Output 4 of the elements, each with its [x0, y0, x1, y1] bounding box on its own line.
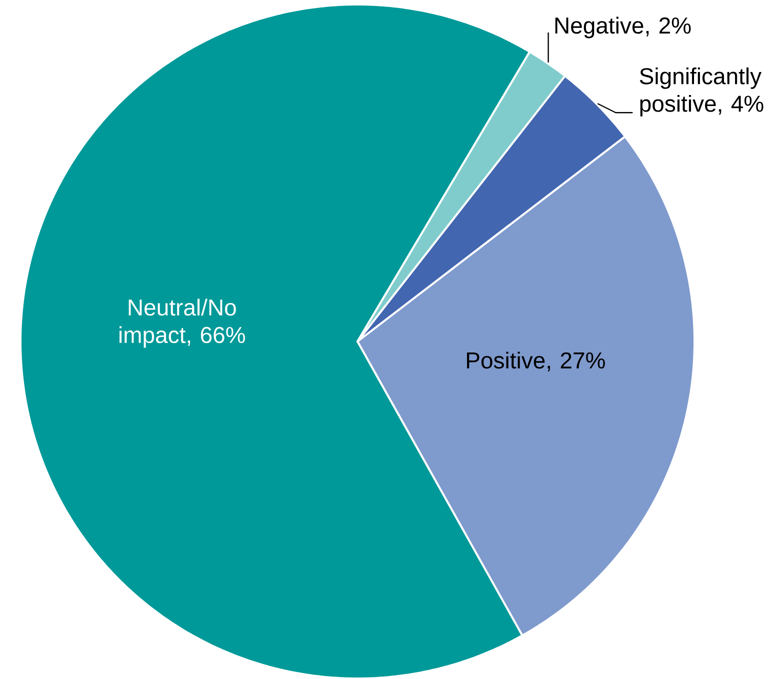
slice-label: Neutral/No impact, 66%: [120, 298, 245, 348]
slice-label: Negative, 2%: [555, 16, 691, 38]
slice-label: Significantly positive, 4%: [640, 67, 764, 116]
slice-label: Positive, 27%: [467, 352, 605, 372]
